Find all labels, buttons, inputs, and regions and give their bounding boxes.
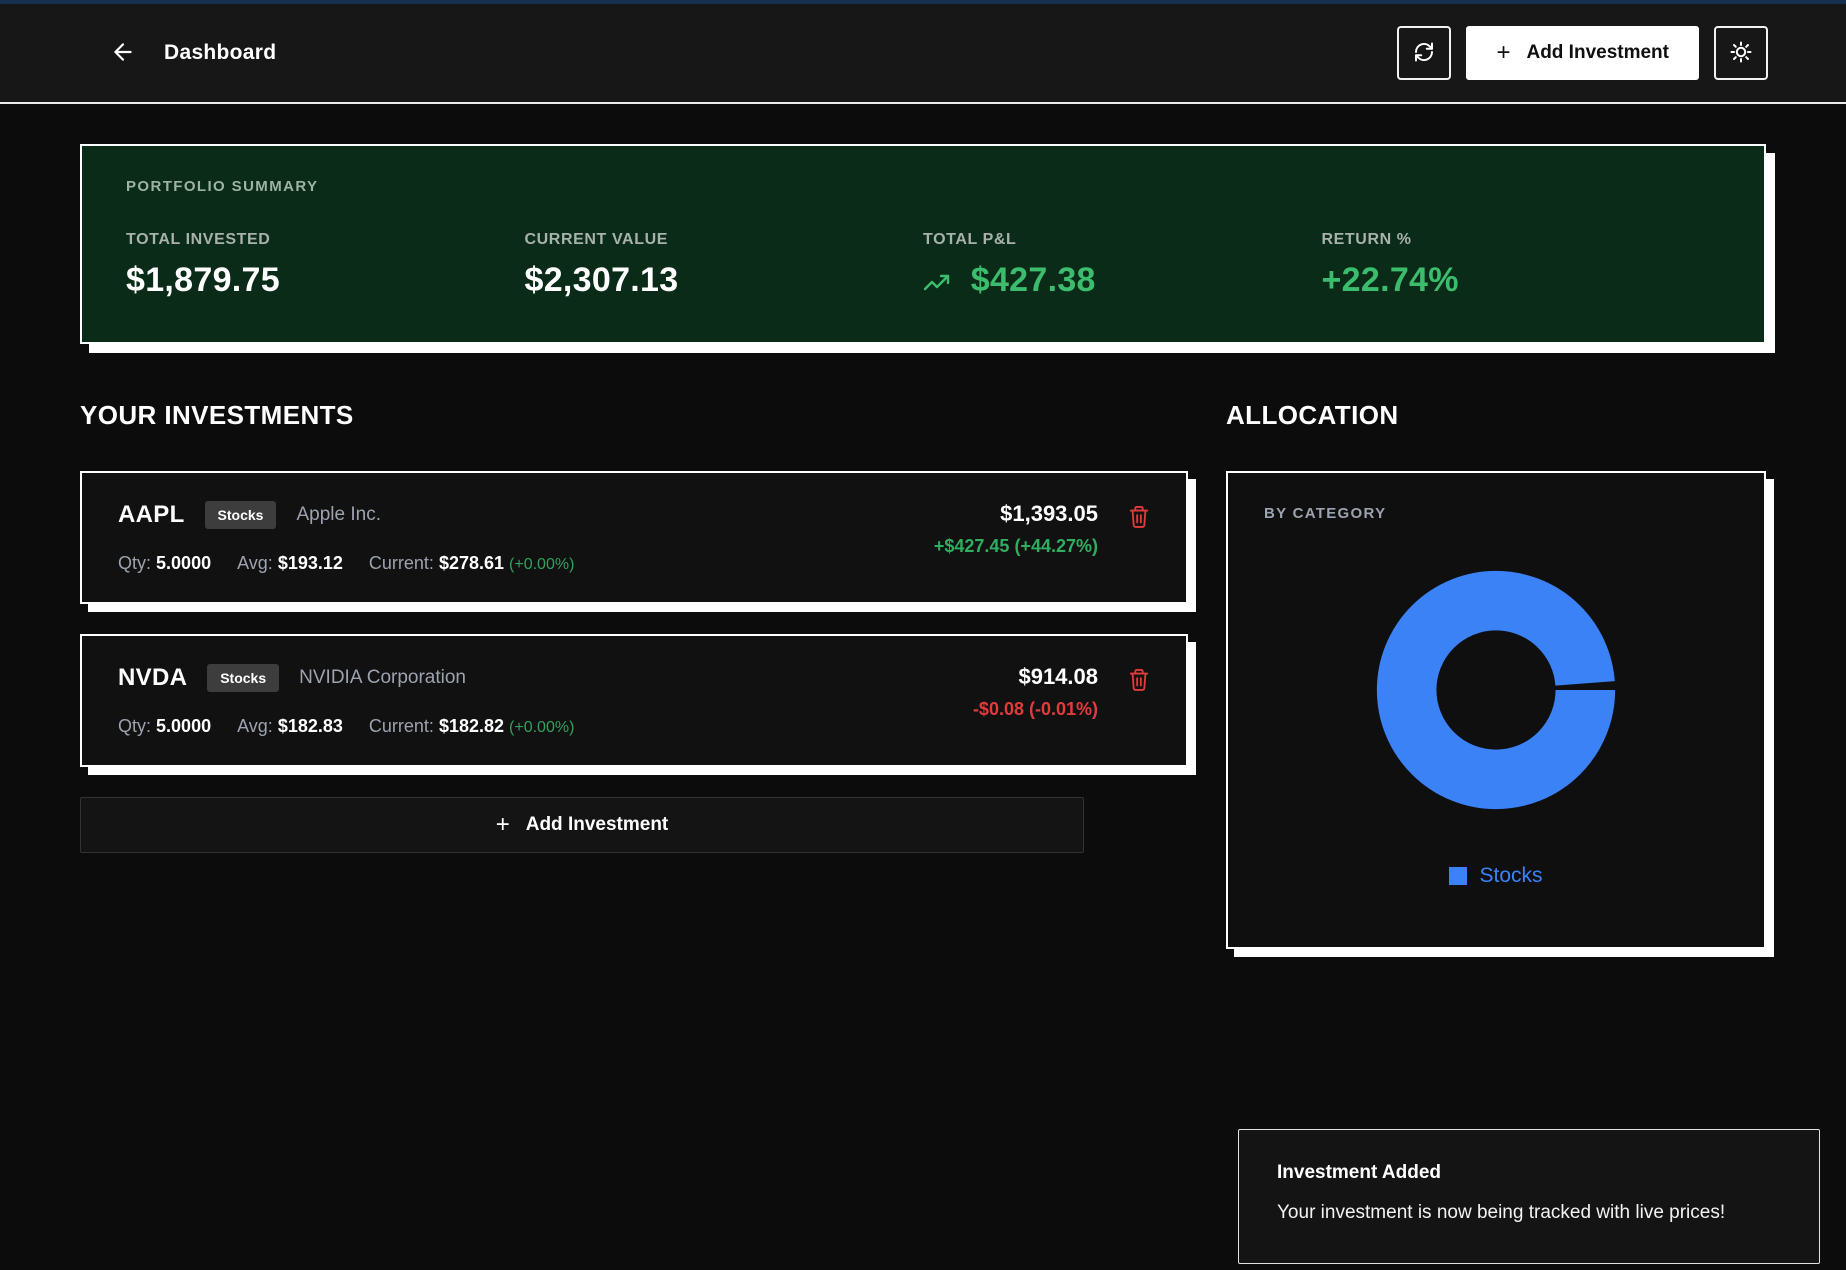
stat-return-pct: RETURN % +22.74% (1322, 231, 1721, 302)
investment-card-aapl: AAPL Stocks Apple Inc. Qty: 5.0000 Avg: … (80, 471, 1188, 604)
current-value: $182.82 (438, 716, 505, 736)
legend-swatch (1449, 867, 1468, 885)
arrow-left-icon (110, 39, 136, 68)
position-pl: -$0.08 (-0.01%) (972, 699, 1098, 719)
add-investment-button[interactable]: + Add Investment (1466, 26, 1699, 80)
allocation-donut (1264, 564, 1728, 816)
category-badge: Stocks (204, 501, 277, 529)
current-label: Current: (368, 716, 434, 736)
portfolio-summary-label: PORTFOLIO SUMMARY (126, 178, 319, 195)
stat-label: CURRENT VALUE (524, 231, 669, 248)
avg-value: $193.12 (277, 553, 343, 573)
avg-label: Avg: (237, 716, 273, 736)
investment-card-nvda: NVDA Stocks NVIDIA Corporation Qty: 5.00… (80, 634, 1188, 767)
investments-heading: YOUR INVESTMENTS (80, 400, 354, 430)
theme-toggle-button[interactable] (1714, 26, 1768, 80)
plus-icon: + (495, 811, 510, 838)
donut-chart-svg (1376, 570, 1616, 810)
toast-title: Investment Added (1277, 1161, 1441, 1183)
by-category-label: BY CATEGORY (1264, 505, 1387, 522)
legend-label: Stocks (1479, 864, 1543, 887)
stat-current-value: CURRENT VALUE $2,307.13 (525, 231, 924, 302)
ticker-symbol: NVDA (118, 664, 188, 691)
avg-value: $182.83 (277, 716, 343, 736)
add-investment-row-label: Add Investment (525, 814, 669, 835)
trend-up-icon (923, 263, 961, 301)
window-top-strip (0, 0, 1846, 4)
stat-value: $1,879.75 (126, 261, 280, 299)
current-value: $278.61 (438, 553, 505, 573)
add-investment-label: Add Investment (1526, 42, 1669, 63)
refresh-icon (1412, 40, 1436, 67)
refresh-button[interactable] (1397, 26, 1452, 80)
current-change: (+0.00%) (509, 719, 575, 736)
back-button[interactable] (110, 39, 136, 68)
allocation-heading: ALLOCATION (1226, 400, 1399, 430)
toast-notification: Investment Added Your investment is now … (1238, 1128, 1820, 1264)
stat-label: TOTAL P&L (923, 231, 1017, 248)
stat-total-pl: TOTAL P&L $427.38 (923, 231, 1322, 302)
portfolio-summary-card: PORTFOLIO SUMMARY TOTAL INVESTED $1,879.… (80, 144, 1766, 344)
category-badge: Stocks (207, 664, 280, 692)
qty-label: Qty: (118, 716, 152, 736)
toast-message: Your investment is now being tracked wit… (1277, 1201, 1726, 1223)
current-change: (+0.00%) (509, 556, 575, 573)
position-pl: +$427.45 (+44.27%) (933, 536, 1098, 556)
page-title: Dashboard (164, 41, 277, 64)
plus-icon: + (1496, 39, 1511, 66)
delete-investment-button[interactable] (1128, 664, 1150, 695)
stat-label: TOTAL INVESTED (126, 231, 271, 248)
company-name: Apple Inc. (296, 504, 381, 525)
trash-icon (1128, 669, 1150, 695)
allocation-legend: Stocks (1264, 864, 1728, 888)
top-bar: Dashboard + Add Investment (0, 4, 1846, 104)
trash-icon (1128, 505, 1150, 532)
avg-label: Avg: (237, 553, 273, 573)
qty-value: 5.0000 (156, 716, 212, 736)
company-name: NVIDIA Corporation (299, 667, 466, 688)
allocation-card: BY CATEGORY Stocks (1226, 471, 1766, 949)
position-value: $1,393.05 (1000, 501, 1098, 526)
qty-value: 5.0000 (156, 553, 212, 573)
current-label: Current: (368, 553, 434, 573)
stat-value: $2,307.13 (524, 261, 679, 299)
ticker-symbol: AAPL (118, 501, 185, 528)
stat-value: +22.74% (1321, 261, 1459, 299)
add-investment-row-button[interactable]: + Add Investment (80, 797, 1084, 853)
dashboard-content: PORTFOLIO SUMMARY TOTAL INVESTED $1,879.… (0, 104, 1846, 949)
position-value: $914.08 (1018, 664, 1098, 689)
delete-investment-button[interactable] (1128, 501, 1150, 532)
stat-total-invested: TOTAL INVESTED $1,879.75 (126, 231, 525, 302)
qty-label: Qty: (118, 553, 152, 573)
stat-value: $427.38 (970, 261, 1096, 299)
sun-icon (1729, 40, 1753, 67)
stat-label: RETURN % (1321, 231, 1412, 248)
